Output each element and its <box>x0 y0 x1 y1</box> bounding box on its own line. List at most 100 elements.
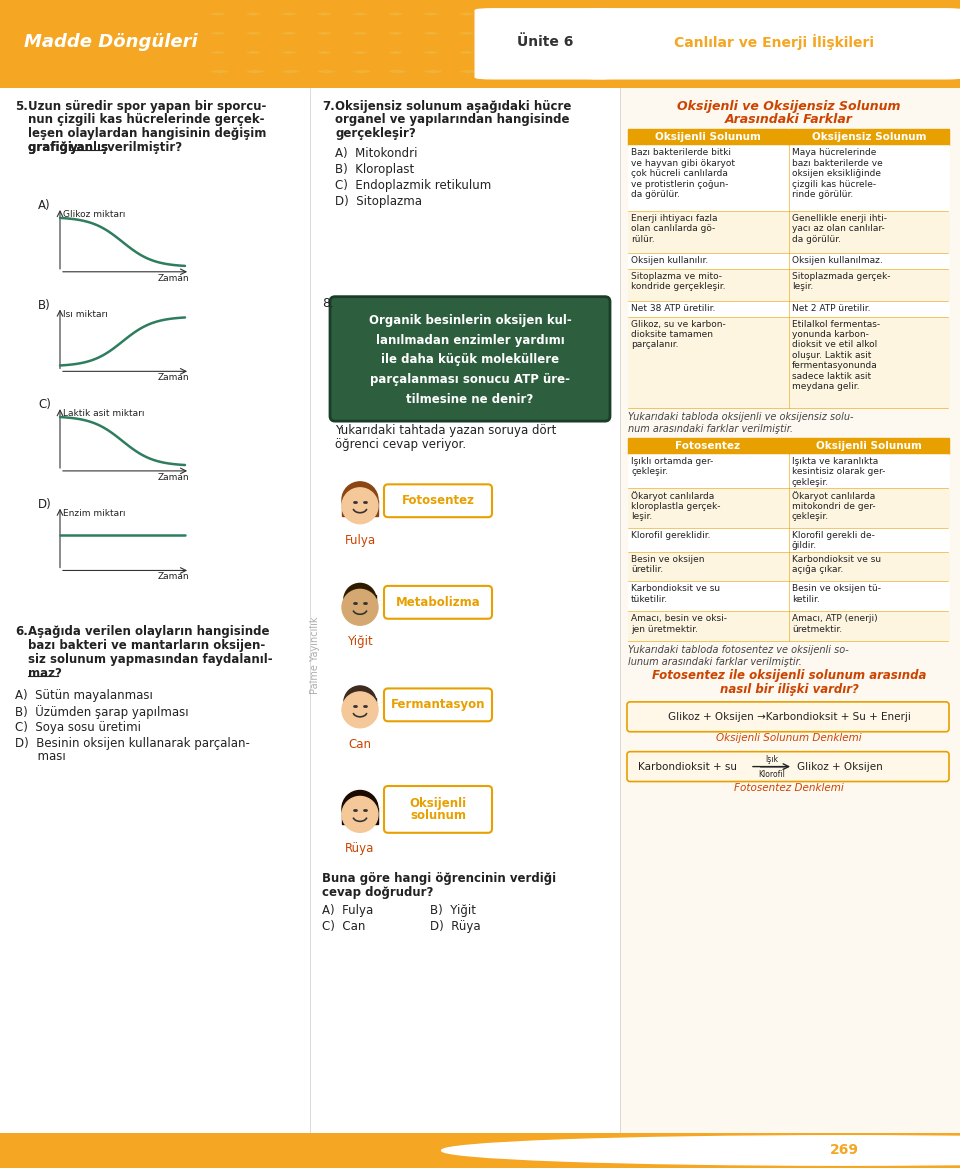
Polygon shape <box>673 89 696 92</box>
Polygon shape <box>531 33 544 34</box>
Polygon shape <box>495 33 509 34</box>
Polygon shape <box>851 89 874 92</box>
Polygon shape <box>780 51 793 54</box>
Circle shape <box>342 482 378 517</box>
Text: B)  Kloroplast: B) Kloroplast <box>335 164 415 176</box>
Text: Laktik asit miktarı: Laktik asit miktarı <box>63 409 145 418</box>
Polygon shape <box>495 51 509 54</box>
Text: Besin ve oksijen
üretilir.: Besin ve oksijen üretilir. <box>631 555 705 573</box>
FancyBboxPatch shape <box>384 586 492 619</box>
Bar <box>789 300 949 317</box>
Polygon shape <box>211 51 225 54</box>
Text: 8.: 8. <box>322 297 334 310</box>
Polygon shape <box>602 13 615 15</box>
Polygon shape <box>744 33 757 34</box>
Polygon shape <box>673 13 686 15</box>
Text: Oksijenli Solunum: Oksijenli Solunum <box>655 132 761 142</box>
Text: organel ve yapılarından hangisinde: organel ve yapılarından hangisinde <box>335 113 569 126</box>
Bar <box>789 582 949 611</box>
Text: Etilalkol fermentas-
yonunda karbon-
dioksit ve etil alkol
oluşur. Laktik asit
f: Etilalkol fermentas- yonunda karbon- dio… <box>792 320 880 391</box>
FancyBboxPatch shape <box>330 297 610 422</box>
Text: Enzim miktarı: Enzim miktarı <box>63 509 126 517</box>
FancyBboxPatch shape <box>627 702 949 731</box>
Text: C): C) <box>38 398 51 411</box>
Polygon shape <box>282 89 305 92</box>
Polygon shape <box>602 89 625 92</box>
Text: A)  Fulya: A) Fulya <box>322 904 373 917</box>
Polygon shape <box>389 89 412 92</box>
Bar <box>342 500 378 516</box>
Text: C)  Soya sosu üretimi: C) Soya sosu üretimi <box>15 721 141 734</box>
Polygon shape <box>318 33 331 34</box>
Polygon shape <box>353 89 376 92</box>
Text: Fotosentez ile oksijenli solunum arasında: Fotosentez ile oksijenli solunum arasınd… <box>652 669 926 682</box>
Polygon shape <box>531 13 544 15</box>
Text: siz solunum yapmasından faydalanıl-: siz solunum yapmasından faydalanıl- <box>28 653 273 666</box>
Text: öğrenci cevap veriyor.: öğrenci cevap veriyor. <box>335 438 467 451</box>
Text: Isı miktarı: Isı miktarı <box>63 310 108 319</box>
Text: Oksijenli Solunum Denklemi: Oksijenli Solunum Denklemi <box>716 732 862 743</box>
Text: 5.: 5. <box>15 99 28 112</box>
Text: verilmiştir?: verilmiştir? <box>103 141 182 154</box>
Polygon shape <box>708 13 722 15</box>
Polygon shape <box>637 33 651 34</box>
Bar <box>789 269 949 300</box>
Bar <box>628 317 788 408</box>
Bar <box>789 454 949 488</box>
Text: Glikoz, su ve karbon-
dioksite tamamen
parçalanır.: Glikoz, su ve karbon- dioksite tamamen p… <box>631 320 726 349</box>
Polygon shape <box>602 70 619 72</box>
Bar <box>344 596 376 607</box>
Text: Bazı bakterilerde bitki
ve hayvan gibi ökaryot
çok hücreli canlılarda
ve protist: Bazı bakterilerde bitki ve hayvan gibi ö… <box>631 148 735 199</box>
Circle shape <box>344 591 376 624</box>
Polygon shape <box>495 70 513 72</box>
Text: Besin ve oksijen tü-
ketilir.: Besin ve oksijen tü- ketilir. <box>792 584 881 604</box>
Bar <box>789 252 949 269</box>
Text: Madde Döngüleri: Madde Döngüleri <box>24 33 198 51</box>
Polygon shape <box>424 51 438 54</box>
Bar <box>789 145 949 211</box>
Text: Karbondioksit ve su
açığa çıkar.: Karbondioksit ve su açığa çıkar. <box>792 555 881 573</box>
Text: Fulya: Fulya <box>345 534 375 547</box>
Text: ile daha küçük moleküllere: ile daha küçük moleküllere <box>381 354 559 367</box>
Polygon shape <box>282 70 300 72</box>
Polygon shape <box>389 70 406 72</box>
Text: Fotosentez Denklemi: Fotosentez Denklemi <box>734 783 844 793</box>
Text: B)  Üzümden şarap yapılması: B) Üzümden şarap yapılması <box>15 704 188 718</box>
Text: C)  Endoplazmik retikulum: C) Endoplazmik retikulum <box>335 179 492 193</box>
Polygon shape <box>353 13 367 15</box>
Polygon shape <box>780 13 793 15</box>
Polygon shape <box>780 70 797 72</box>
Polygon shape <box>211 33 225 34</box>
Bar <box>0 88 310 1133</box>
Bar <box>628 211 788 252</box>
Text: Canlılar ve Enerji İlişkileri: Canlılar ve Enerji İlişkileri <box>674 34 874 50</box>
Polygon shape <box>376 599 388 605</box>
Polygon shape <box>744 70 761 72</box>
Bar <box>628 488 788 528</box>
Bar <box>628 438 948 641</box>
Text: Uzun süredir spor yapan bir sporcu-: Uzun süredir spor yapan bir sporcu- <box>28 99 266 112</box>
Text: grafiği: grafiği <box>28 141 76 154</box>
Polygon shape <box>815 89 838 92</box>
Text: Amacı, besin ve oksi-
jen üretmektir.: Amacı, besin ve oksi- jen üretmektir. <box>631 614 727 634</box>
Polygon shape <box>389 13 402 15</box>
Polygon shape <box>744 13 757 15</box>
Polygon shape <box>376 498 388 503</box>
Text: Oksijenli ve Oksijensiz Solunum: Oksijenli ve Oksijensiz Solunum <box>677 99 900 112</box>
Text: bazı bakteri ve mantarların oksijen-: bazı bakteri ve mantarların oksijen- <box>28 639 265 652</box>
Polygon shape <box>637 51 651 54</box>
Text: Sitoplazmada gerçek-
leşir.: Sitoplazmada gerçek- leşir. <box>792 272 891 291</box>
Polygon shape <box>673 70 690 72</box>
Polygon shape <box>886 13 900 15</box>
Text: 269: 269 <box>830 1143 859 1157</box>
Bar <box>628 454 788 488</box>
Text: Sitoplazma ve mito-
kondride gerçekleşir.: Sitoplazma ve mito- kondride gerçekleşir… <box>631 272 726 291</box>
Bar <box>789 438 949 454</box>
Polygon shape <box>460 89 483 92</box>
Bar <box>344 698 376 710</box>
Text: Oksijen kullanılır.: Oksijen kullanılır. <box>631 256 708 265</box>
Text: D)  Besinin oksijen kullanarak parçalan-: D) Besinin oksijen kullanarak parçalan- <box>15 737 250 750</box>
Text: A): A) <box>38 199 51 213</box>
Bar <box>628 145 788 211</box>
Circle shape <box>342 797 378 833</box>
